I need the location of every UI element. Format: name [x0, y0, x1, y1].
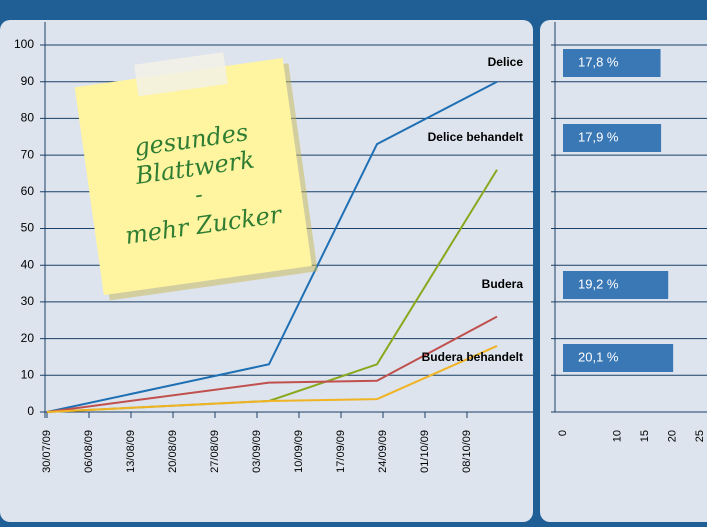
note-paper [74, 57, 312, 296]
bar [563, 124, 662, 152]
bar-x-tick-label: 20 [667, 430, 679, 442]
tape [134, 52, 228, 97]
y-tick-label: 10 [21, 367, 35, 381]
y-tick-label: 70 [21, 147, 35, 161]
x-tick-label: 03/09/09 [251, 430, 263, 473]
bar [563, 271, 669, 299]
x-tick-label: 27/08/09 [209, 430, 221, 473]
x-tick-label: 13/08/09 [125, 430, 137, 473]
x-tick-label: 24/09/09 [377, 430, 389, 473]
bar-label: 20,1 % [578, 349, 619, 364]
bar [563, 49, 661, 77]
line-series [46, 80, 498, 413]
note-text: - [194, 183, 205, 209]
x-tick-label: 17/09/09 [335, 430, 347, 473]
y-tick-label: 0 [27, 404, 34, 418]
y-tick-label: 90 [21, 74, 35, 88]
series-label: Budera [482, 277, 524, 291]
y-tick-label: 80 [21, 111, 35, 125]
x-tick-label: 01/10/09 [419, 430, 431, 473]
bar-x-tick-label: 0 [557, 430, 569, 436]
sticky-note: gesundes Blattwerk - mehr Zucker [74, 52, 318, 301]
y-tick-label: 100 [14, 37, 34, 51]
x-tick-label: 20/08/09 [167, 430, 179, 473]
x-tick-label: 10/09/09 [293, 430, 305, 473]
y-tick-label: 20 [21, 331, 35, 345]
y-tick-label: 50 [21, 221, 35, 235]
bar-x-tick-label: 15 [639, 430, 651, 442]
x-tick-label: 06/08/09 [83, 430, 95, 473]
bar-label: 17,8 % [578, 54, 619, 69]
x-tick-label: 30/07/09 [41, 430, 53, 473]
series-label: Delice [488, 55, 524, 69]
line-series [46, 345, 498, 413]
y-tick-label: 60 [21, 184, 35, 198]
y-tick-label: 30 [21, 294, 35, 308]
bar-x-tick-label: 25 [694, 430, 706, 442]
bar-label: 17,9 % [578, 129, 619, 144]
line-series [46, 315, 498, 413]
y-tick-label: 40 [21, 257, 35, 271]
series-label: Delice behandelt [428, 130, 523, 144]
series-label: Budera behandelt [422, 350, 523, 364]
bar-x-tick-label: 10 [612, 430, 624, 442]
bar-label: 19,2 % [578, 276, 619, 291]
x-tick-label: 08/10/09 [461, 430, 473, 473]
bar [563, 344, 674, 372]
